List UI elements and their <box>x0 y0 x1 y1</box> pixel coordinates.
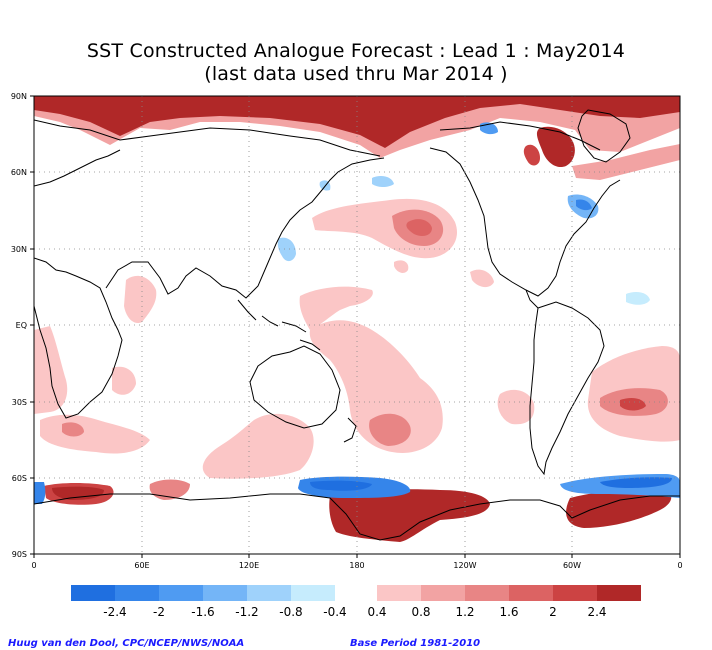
map-subtitle: (last data used thru Mar 2014 ) <box>204 63 508 85</box>
lat-label: 30S <box>12 398 27 407</box>
australia-coast <box>249 345 341 429</box>
southern-ocean-cold-center-core <box>310 480 372 491</box>
south-indian-warm-mid <box>62 422 84 437</box>
africa-europe-coast <box>34 149 123 419</box>
tropical-atlantic-cold <box>626 292 650 305</box>
colorbar-negative-swatch <box>247 585 291 601</box>
colorbar-tick-label: 2.4 <box>587 605 606 619</box>
lon-label: 180 <box>349 561 364 570</box>
lat-label: 90S <box>12 550 27 559</box>
south-pacific-warm <box>309 320 443 453</box>
south-pacific-warm-core <box>369 413 411 446</box>
ross-sea-warm <box>329 489 490 542</box>
colorbar-negative-swatch <box>115 585 159 601</box>
antarctica-coast <box>34 493 680 541</box>
lon-label: 60W <box>563 561 581 570</box>
colorbar-positive-swatch <box>553 585 597 601</box>
lat-label: 60S <box>12 474 27 483</box>
arctic-coast <box>34 119 601 157</box>
credit-author: Huug van den Dool, CPC/NCEP/NWS/NOAA <box>8 638 245 649</box>
south-indian-warm <box>40 414 150 454</box>
greenland-coast <box>577 109 631 163</box>
southern-ocean-warm-west-core <box>52 486 104 500</box>
hawaii-warm <box>394 260 409 273</box>
colorbar-tick-label: -2.4 <box>103 605 126 619</box>
colorbar-negative-swatch <box>291 585 335 601</box>
south-atlantic-warm-core <box>620 398 646 411</box>
colorbar-negative-swatch <box>159 585 203 601</box>
hudson-warm <box>536 126 575 168</box>
credit-base-period: Base Period 1981-2010 <box>350 638 481 649</box>
colorbar-positive-swatch <box>421 585 465 601</box>
central-indian-warm <box>112 366 136 395</box>
southern-ocean-cold-east-core <box>600 477 672 488</box>
lon-label: 120W <box>453 561 476 570</box>
colorbar-tick-label: -0.4 <box>323 605 346 619</box>
north-pacific-warm-core <box>406 219 432 236</box>
tick-marks <box>30 95 681 558</box>
lat-label: 30N <box>11 245 27 254</box>
map-title: SST Constructed Analogue Forecast : Lead… <box>86 40 626 62</box>
lat-label: 60N <box>11 168 27 177</box>
colorbar-positive-swatch <box>377 585 421 601</box>
west-pacific-cold <box>277 237 296 262</box>
colorbar-tick-label: 2 <box>549 605 557 619</box>
gulf-stream-cold-core <box>576 199 592 211</box>
asia-coast <box>105 157 385 299</box>
colorbar-positive-swatch <box>465 585 509 601</box>
southern-ocean-cold-west <box>34 482 46 504</box>
california-warm <box>470 269 494 288</box>
colorbar-labels: -2.4 -2 -1.6 -1.2 -0.8 -0.4 0.4 0.8 1.2 1.6 2 2.4 <box>103 605 606 619</box>
colorbar-tick-label: 1.6 <box>499 605 518 619</box>
south-america-coast <box>529 301 605 476</box>
southern-ocean-warm-sw <box>149 479 190 500</box>
colorbar-tick-label: -1.6 <box>191 605 214 619</box>
north-america-coast <box>429 147 621 309</box>
lon-label: 120E <box>239 561 259 570</box>
kamchatka-cold <box>372 176 394 187</box>
lat-label: 90N <box>11 92 27 101</box>
tropical-pacific-warm <box>299 286 373 330</box>
lon-label: 0 <box>31 561 36 570</box>
east-south-pacific-warm <box>497 389 535 425</box>
baffin-warm <box>523 144 540 166</box>
colorbar-tick-label: -1.2 <box>235 605 258 619</box>
colorbar-positive <box>377 585 641 601</box>
colorbar-tick-label: -2 <box>153 605 165 619</box>
colorbar-tick-label: -0.8 <box>279 605 302 619</box>
colorbar-positive-swatch <box>597 585 641 601</box>
lon-label: 0 <box>677 561 682 570</box>
lat-labels: 90N 60N 30N EQ 30S 60S 90S <box>11 92 27 559</box>
colorbar-negative <box>71 585 335 601</box>
lon-labels: 0 60E 120E 180 120W 60W 0 <box>31 561 682 570</box>
lon-label: 60E <box>134 561 149 570</box>
colorbar-negative-swatch <box>71 585 115 601</box>
new-zealand-coast <box>343 417 357 443</box>
colorbar-tick-label: 1.2 <box>455 605 474 619</box>
colorbar: -2.4 -2 -1.6 -1.2 -0.8 -0.4 0.4 0.8 1.2 1.6 2 2.4 <box>71 585 641 619</box>
southeast-asia-islands <box>237 299 321 351</box>
colorbar-tick-label: 0.4 <box>367 605 386 619</box>
coastlines <box>34 109 680 541</box>
lat-label: EQ <box>16 321 27 330</box>
colorbar-tick-label: 0.8 <box>411 605 430 619</box>
colorbar-positive-swatch <box>509 585 553 601</box>
arabian-warm <box>124 275 157 324</box>
weddell-warm <box>566 489 672 528</box>
labrador-warm <box>572 144 680 180</box>
sw-pacific-warm <box>202 413 314 479</box>
colorbar-negative-swatch <box>203 585 247 601</box>
